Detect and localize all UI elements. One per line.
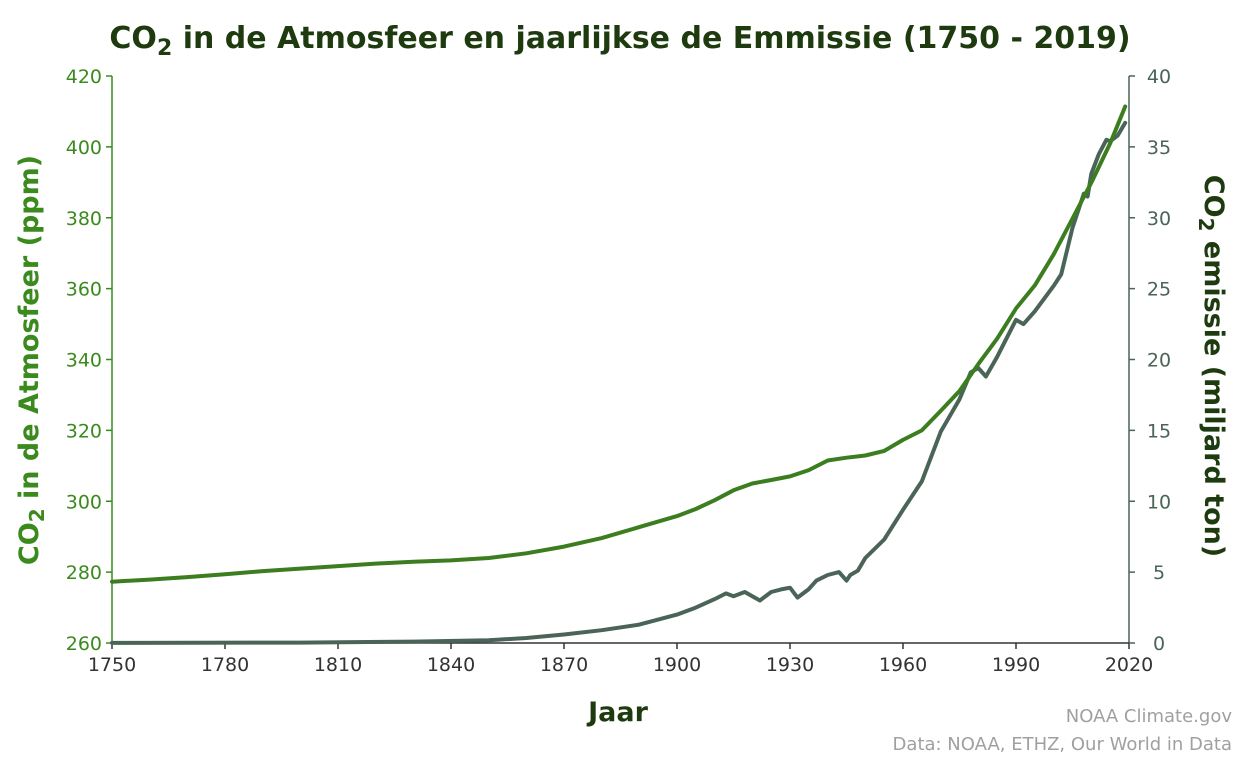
co2-atmosphere-series-line <box>110 104 1128 584</box>
left-tick-label: 360 <box>66 279 102 301</box>
left-axis-label: CO2 in de Atmosfeer (ppm) <box>14 155 49 565</box>
right-tick-label: 30 <box>1147 208 1171 230</box>
x-tick-label: 1900 <box>653 654 701 676</box>
left-axis-ticks: 260 280 300 320 340 360 380 400 420 <box>66 66 112 655</box>
right-axis-label-part2: emissie (miljard ton) <box>1198 231 1229 557</box>
x-tick-label: 1990 <box>992 654 1040 676</box>
x-tick-label: 1840 <box>427 654 475 676</box>
right-tick-label: 25 <box>1147 279 1171 301</box>
emission-series-line <box>110 120 1128 645</box>
right-tick-label: 10 <box>1147 491 1171 513</box>
x-axis-ticks: 1750 1780 1810 1840 1870 1900 1930 1960 1990 2020 <box>88 643 1153 676</box>
chart-title-part1: CO <box>109 21 157 56</box>
chart-title-subscript: 2 <box>157 36 172 61</box>
left-tick-label: 340 <box>66 350 102 372</box>
left-axis-label-subscript: 2 <box>25 508 49 522</box>
chart-title-part2: in de Atmosfeer en jaarlijkse de Emmissi… <box>172 21 1130 56</box>
left-tick-label: 300 <box>66 491 102 513</box>
right-tick-label: 5 <box>1153 562 1165 584</box>
left-tick-label: 280 <box>66 562 102 584</box>
credit-data: Data: NOAA, ETHZ, Our World in Data <box>892 734 1232 755</box>
right-tick-label: 20 <box>1147 350 1171 372</box>
x-tick-label: 1750 <box>88 654 136 676</box>
right-tick-label: 40 <box>1147 66 1171 88</box>
x-tick-label: 1960 <box>879 654 927 676</box>
left-tick-label: 260 <box>66 633 102 655</box>
left-axis-label-part2: in de Atmosfeer (ppm) <box>14 155 45 508</box>
credit-source: NOAA Climate.gov <box>1065 706 1232 727</box>
right-axis-label-part1: CO <box>1198 175 1229 218</box>
right-tick-label: 15 <box>1147 420 1171 442</box>
right-axis-label-subscript: 2 <box>1194 218 1218 232</box>
x-tick-label: 1780 <box>201 654 249 676</box>
chart-title: CO2 in de Atmosfeer en jaarlijkse de Emm… <box>109 21 1130 61</box>
left-axis-label-part1: CO <box>14 522 45 565</box>
right-tick-label: 0 <box>1153 633 1165 655</box>
x-tick-label: 1930 <box>766 654 814 676</box>
x-axis-label: Jaar <box>586 697 648 728</box>
left-tick-label: 320 <box>66 420 102 442</box>
right-axis-label: CO2 emissie (miljard ton) <box>1194 175 1229 557</box>
left-tick-label: 380 <box>66 208 102 230</box>
left-tick-label: 420 <box>66 66 102 88</box>
x-tick-label: 1870 <box>540 654 588 676</box>
x-tick-label: 2020 <box>1105 654 1153 676</box>
left-tick-label: 400 <box>66 137 102 159</box>
right-axis-ticks: 0 5 10 15 20 25 30 35 40 <box>1129 66 1171 655</box>
right-tick-label: 35 <box>1147 137 1171 159</box>
x-tick-label: 1810 <box>314 654 362 676</box>
